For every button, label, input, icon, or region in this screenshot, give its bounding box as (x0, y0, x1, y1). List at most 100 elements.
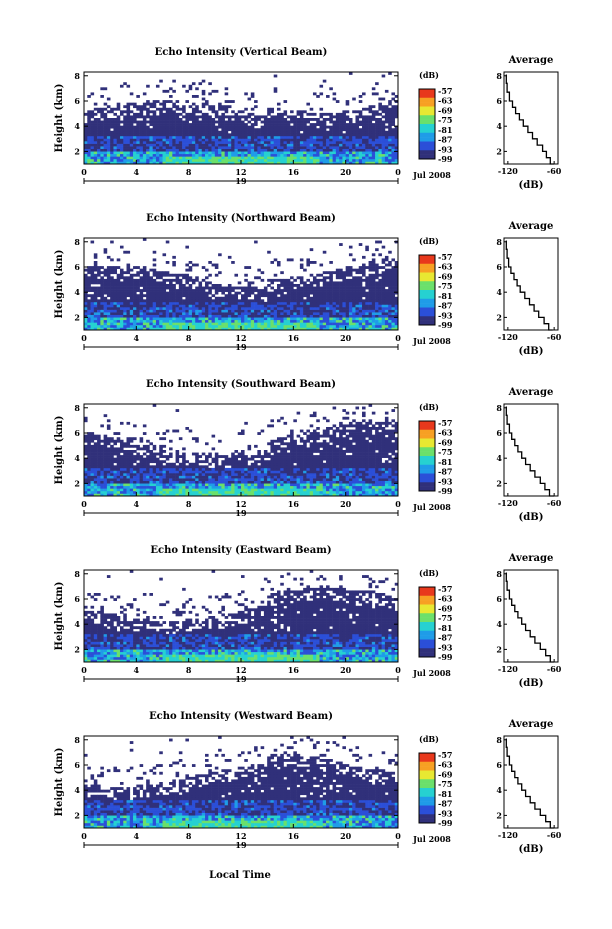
colorbar-label: -57 (438, 86, 452, 96)
heatmap-cell (152, 120, 157, 124)
heatmap-cell (129, 146, 134, 149)
heatmap-cell (273, 143, 278, 147)
heatmap-cell (93, 324, 98, 328)
heatmap-cell (178, 128, 183, 132)
heatmap-cell (306, 478, 310, 481)
heatmap-cell (280, 483, 284, 487)
heatmap-cell (182, 133, 186, 137)
heatmap-cell (133, 148, 137, 152)
heatmap-cell (185, 307, 189, 310)
heatmap-cell (103, 87, 108, 91)
heatmap-cell (119, 120, 124, 124)
heatmap-cell (133, 266, 137, 269)
heatmap-cell (312, 125, 317, 129)
heatmap-cell (290, 133, 294, 137)
heatmap-cell (123, 125, 127, 129)
heatmap-cell (306, 490, 310, 494)
heatmap-cell (201, 294, 206, 298)
average-y-tick-label: 6 (496, 262, 502, 272)
heatmap-cell (175, 153, 180, 157)
heatmap-cell (299, 123, 304, 126)
heatmap-cell (283, 312, 288, 315)
heatmap-cell (319, 296, 324, 300)
heatmap-cell (355, 133, 360, 137)
heatmap-cell (342, 319, 346, 323)
heatmap-cell (185, 309, 189, 313)
heatmap-cell (152, 148, 157, 152)
heatmap-cell (355, 138, 360, 142)
heatmap-cell (178, 304, 183, 308)
heatmap-cell (146, 304, 150, 308)
heatmap-cell (286, 301, 291, 305)
heatmap-cell (175, 314, 180, 318)
heatmap-cell (113, 475, 118, 479)
heatmap-cell (110, 276, 114, 280)
heatmap-cell (205, 156, 209, 160)
heatmap-cell (296, 151, 301, 155)
heatmap-cell (106, 276, 111, 280)
heatmap-cell (224, 92, 229, 96)
heatmap-cell (113, 128, 118, 132)
heatmap-cell (133, 138, 137, 142)
heatmap-cell (345, 478, 350, 481)
heatmap-cell (244, 273, 248, 277)
heatmap-cell (214, 478, 219, 481)
heatmap-cell (316, 296, 320, 300)
heatmap-cell (97, 153, 101, 157)
heatmap-cell (234, 273, 239, 277)
heatmap-cell (322, 156, 327, 160)
heatmap-cell (188, 143, 193, 147)
heatmap-cell (257, 309, 261, 313)
heatmap-cell (106, 307, 111, 310)
heatmap-cell (129, 309, 134, 313)
heatmap-cell (214, 322, 219, 326)
heatmap-cell (391, 485, 396, 489)
heatmap-cell (326, 299, 330, 303)
heatmap-cell (198, 493, 203, 497)
heatmap-cell (352, 278, 356, 282)
heatmap-cell (182, 128, 186, 132)
heatmap-cell (106, 97, 111, 101)
heatmap-cell (378, 240, 382, 244)
heatmap-cell (342, 296, 346, 300)
heatmap-cell (345, 115, 350, 119)
heatmap-cell (362, 130, 366, 134)
heatmap-cell (221, 299, 225, 303)
heatmap-cell (224, 294, 229, 298)
heatmap-cell (260, 151, 265, 155)
heatmap-cell (133, 153, 137, 157)
heatmap-cell (142, 301, 147, 305)
heatmap-cell (263, 314, 268, 318)
heatmap-cell (205, 485, 209, 489)
heatmap-cell (142, 143, 147, 147)
heatmap-cell (270, 324, 275, 328)
heatmap-cell (205, 123, 209, 126)
heatmap-cell (149, 153, 153, 157)
heatmap-cell (339, 296, 343, 300)
heatmap-cell (322, 488, 327, 492)
heatmap-cell (296, 488, 301, 492)
heatmap-cell (84, 161, 88, 165)
heatmap-cell (149, 324, 153, 328)
heatmap-cell (126, 158, 131, 162)
heatmap-cell (126, 84, 131, 88)
heatmap-cell (381, 135, 386, 139)
heatmap-cell (355, 161, 360, 165)
heatmap-cell (113, 158, 118, 162)
heatmap-cell (342, 286, 346, 290)
heatmap-cell (198, 281, 203, 285)
heatmap-cell (394, 151, 399, 155)
heatmap-cell (250, 138, 255, 142)
heatmap-cell (139, 135, 144, 139)
heatmap-cell (329, 281, 333, 285)
heatmap-cell (254, 141, 258, 144)
heatmap-cell (146, 493, 150, 497)
heatmap-cell (273, 475, 278, 479)
heatmap-cell (129, 102, 134, 106)
heatmap-cell (139, 309, 144, 313)
heatmap-cell (345, 289, 350, 292)
heatmap-cell (188, 307, 193, 310)
heatmap-cell (381, 271, 386, 275)
heatmap-cell (237, 493, 242, 497)
heatmap-cell (257, 115, 261, 119)
